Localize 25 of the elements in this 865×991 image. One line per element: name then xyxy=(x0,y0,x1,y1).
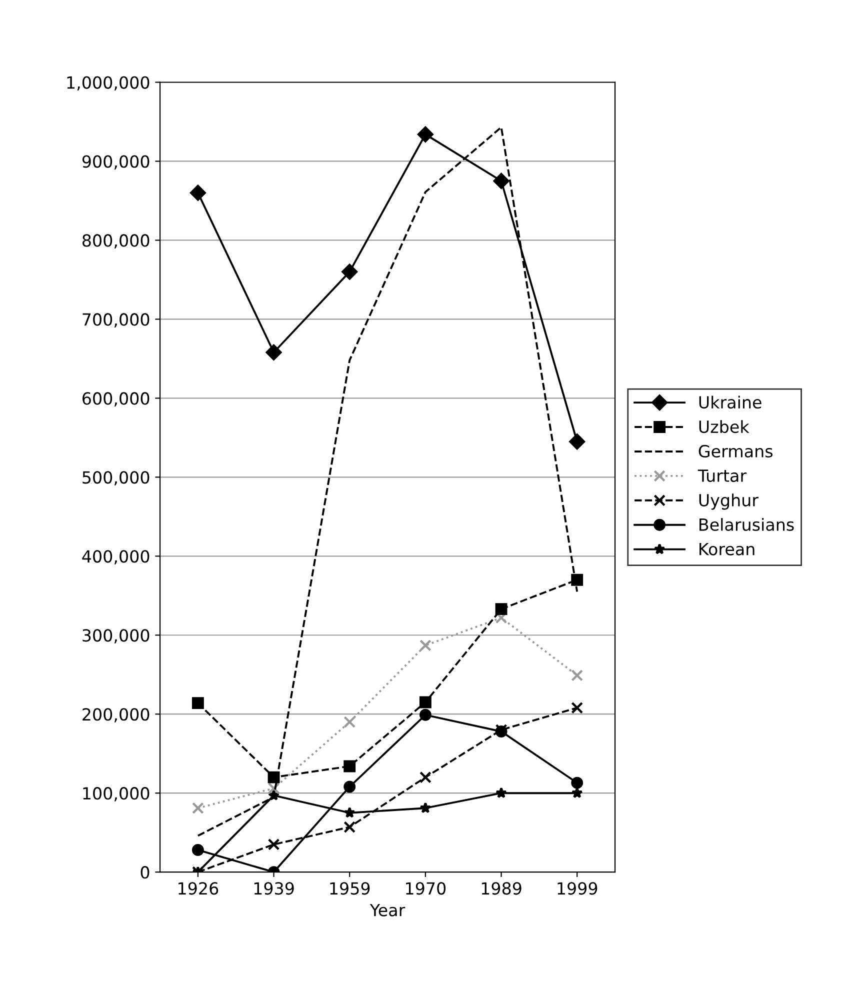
y-tick-label: 700,000 xyxy=(82,313,150,328)
legend-label: Belarusians xyxy=(700,518,794,531)
y-tick-label: 0 xyxy=(140,866,150,879)
y-tick-label: 300,000 xyxy=(82,629,150,644)
x-tick-label: 1999 xyxy=(558,882,598,895)
y-tick-label: 400,000 xyxy=(82,550,150,564)
y-tick-label: 900,000 xyxy=(82,155,150,170)
legend-label: Turtar xyxy=(698,470,747,482)
y-tick-label: 500,000 xyxy=(82,471,150,486)
y-tick-label: 600,000 xyxy=(82,392,150,406)
y-tick-label: 200,000 xyxy=(82,708,150,722)
legend-label: Germans xyxy=(698,444,773,458)
x-tick-label: 1970 xyxy=(406,882,446,895)
y-tick-label: 800,000 xyxy=(82,234,150,248)
legend-label: Korean xyxy=(700,543,754,556)
x-tick-label: 1959 xyxy=(330,882,370,895)
x-tick-label: 1926 xyxy=(178,882,218,895)
x-axis-title: Year xyxy=(370,904,406,916)
legend-label: Ukraine xyxy=(699,396,762,409)
x-tick-label: 1939 xyxy=(254,882,294,895)
legend-label: Uzbek xyxy=(699,420,750,434)
x-tick-label: 1989 xyxy=(482,882,522,895)
legend-label: Uyghur xyxy=(699,494,759,510)
y-tick-label: 100,000 xyxy=(83,787,150,802)
y-tick-label: 1,000,000 xyxy=(67,76,150,91)
